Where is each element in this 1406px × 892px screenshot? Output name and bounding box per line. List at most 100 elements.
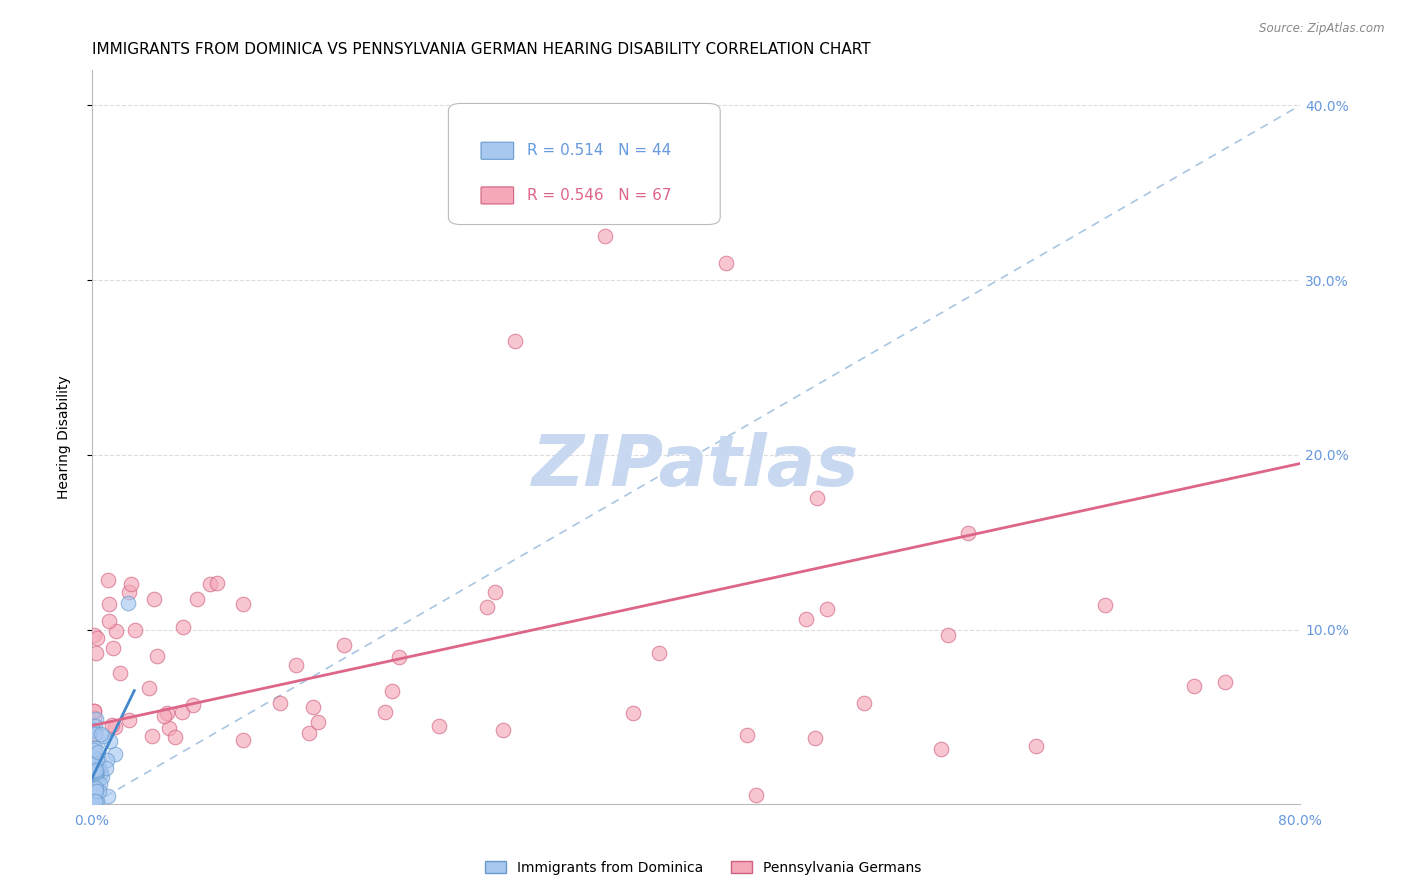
Point	[484, 585, 506, 599]
Point	[83, 766, 105, 780]
Point	[83, 794, 105, 808]
Point	[89, 763, 111, 777]
Point	[90, 727, 112, 741]
Point	[301, 700, 323, 714]
Point	[84, 646, 107, 660]
Point	[87, 753, 110, 767]
Point	[492, 723, 515, 737]
Point	[124, 623, 146, 637]
Point	[82, 748, 104, 763]
Point	[388, 650, 411, 665]
Point	[86, 794, 108, 808]
Point	[794, 612, 817, 626]
Point	[374, 706, 396, 720]
FancyBboxPatch shape	[449, 103, 720, 225]
Point	[82, 722, 104, 736]
Point	[97, 789, 120, 803]
Point	[90, 765, 112, 780]
Point	[83, 704, 105, 718]
Point	[84, 741, 107, 756]
Point	[205, 576, 228, 591]
Point	[84, 764, 107, 779]
Point	[936, 628, 959, 642]
Point	[87, 784, 110, 798]
Point	[307, 714, 329, 729]
Point	[117, 596, 139, 610]
Point	[91, 729, 114, 743]
Point	[1182, 680, 1205, 694]
Point	[163, 731, 186, 745]
Point	[745, 789, 768, 803]
Point	[86, 752, 108, 766]
Point	[803, 731, 825, 745]
Point	[503, 334, 526, 349]
Point	[83, 711, 105, 725]
Point	[82, 762, 104, 776]
Point	[716, 255, 738, 269]
Text: IMMIGRANTS FROM DOMINICA VS PENNSYLVANIA GERMAN HEARING DISABILITY CORRELATION C: IMMIGRANTS FROM DOMINICA VS PENNSYLVANIA…	[91, 42, 870, 57]
Point	[1213, 674, 1236, 689]
Point	[595, 229, 617, 244]
Point	[1025, 739, 1047, 753]
Point	[86, 631, 108, 645]
Point	[83, 727, 105, 741]
Point	[141, 730, 163, 744]
Point	[108, 665, 131, 680]
Point	[157, 721, 180, 735]
Point	[381, 683, 404, 698]
Text: R = 0.514   N = 44: R = 0.514 N = 44	[527, 144, 671, 159]
Point	[103, 640, 125, 655]
Point	[186, 591, 208, 606]
Point	[86, 761, 108, 775]
Point	[232, 733, 254, 747]
Point	[84, 763, 107, 777]
Point	[172, 620, 194, 634]
Point	[84, 725, 107, 739]
Point	[138, 681, 160, 695]
Point	[1094, 599, 1116, 613]
Point	[97, 573, 120, 587]
Point	[87, 745, 110, 759]
Point	[145, 649, 167, 664]
Point	[84, 719, 107, 733]
Point	[648, 646, 671, 660]
Text: ZIPatlas: ZIPatlas	[533, 432, 859, 501]
Point	[98, 733, 121, 747]
Point	[118, 714, 141, 728]
Point	[143, 592, 166, 607]
Point	[333, 638, 356, 652]
Point	[427, 719, 450, 733]
Y-axis label: Hearing Disability: Hearing Disability	[58, 376, 72, 500]
Point	[284, 657, 307, 672]
FancyBboxPatch shape	[481, 142, 513, 160]
Point	[931, 742, 953, 756]
Legend: Immigrants from Dominica, Pennsylvania Germans: Immigrants from Dominica, Pennsylvania G…	[479, 855, 927, 880]
Point	[90, 770, 112, 784]
Point	[86, 767, 108, 781]
Point	[97, 614, 120, 628]
Point	[232, 597, 254, 611]
Point	[117, 585, 139, 599]
Point	[84, 794, 107, 808]
Point	[121, 576, 143, 591]
Point	[98, 597, 121, 611]
Point	[104, 624, 127, 639]
Point	[153, 709, 176, 723]
Point	[956, 526, 979, 541]
Point	[96, 754, 118, 768]
Point	[82, 794, 104, 808]
Point	[104, 720, 127, 734]
Text: R = 0.546   N = 67: R = 0.546 N = 67	[527, 188, 672, 203]
Point	[96, 761, 118, 775]
Point	[475, 599, 498, 614]
Point	[83, 750, 105, 764]
Point	[82, 754, 104, 768]
Point	[104, 747, 127, 761]
Point	[84, 780, 107, 795]
Point	[181, 698, 204, 712]
Point	[852, 696, 875, 710]
Point	[84, 783, 107, 797]
Point	[735, 728, 758, 742]
Point	[89, 777, 111, 791]
Point	[84, 765, 107, 780]
